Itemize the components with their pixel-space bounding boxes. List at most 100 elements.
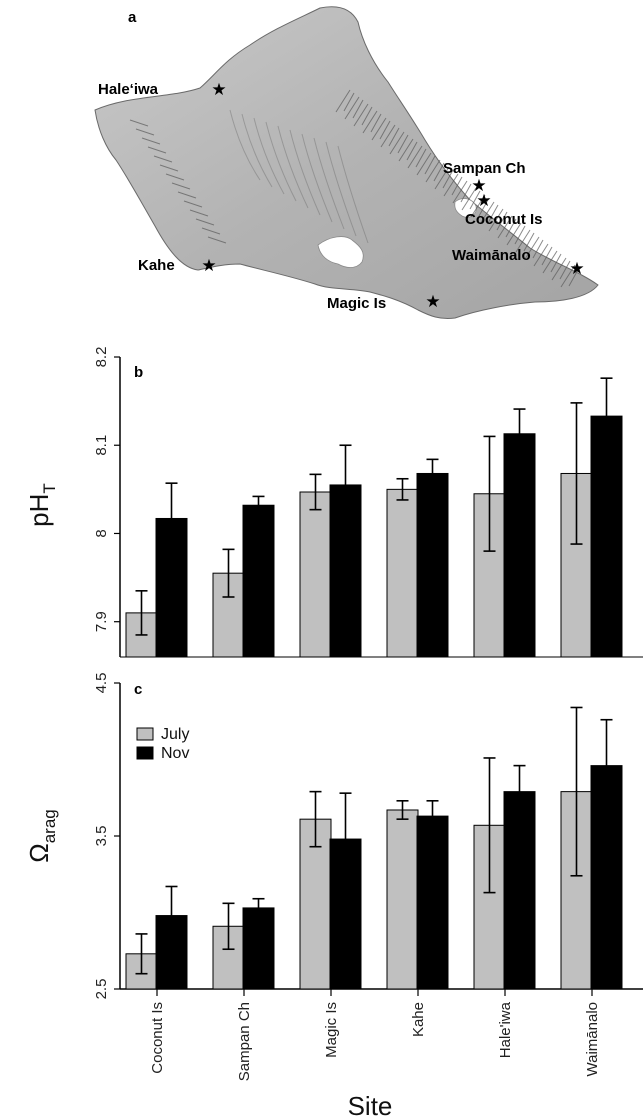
ridge-line: [389, 131, 409, 155]
ridge-line: [524, 236, 544, 260]
ridge-line: [461, 187, 481, 211]
legend: July Nov: [136, 726, 189, 762]
ridge-line: [207, 236, 227, 244]
bar-july: [299, 491, 332, 658]
ridge-line: [344, 96, 364, 120]
ridge-line: [542, 250, 562, 274]
ridge-line: [380, 124, 400, 148]
bar-nov: [329, 484, 362, 658]
ridge-line: [371, 117, 391, 141]
terrain-ridges: [129, 89, 580, 288]
bar-nov: [242, 504, 275, 658]
ridge-line: [153, 155, 173, 163]
omega-bar-chart: c 2.5 3.5 4.5 Coconut Is Sampan Ch Magic Is K…: [24, 673, 643, 1120]
bar-nov: [503, 433, 536, 658]
bar-july: [386, 809, 419, 990]
ridge-line: [183, 200, 203, 208]
ridge-line: [425, 159, 445, 183]
site-label: Waimānalo: [452, 247, 531, 264]
ridge-line: [434, 166, 454, 190]
ridge-line: [129, 119, 149, 127]
y-tick-label: 8.1: [93, 435, 110, 456]
ridge-line: [335, 89, 355, 113]
bar-nov: [590, 415, 623, 658]
ridge-line: [189, 209, 209, 217]
ridge-line: [479, 201, 499, 225]
star-icon: ★: [471, 176, 486, 196]
site-label: Coconut Is: [465, 211, 543, 228]
valley-line: [301, 133, 333, 223]
x-tick-label: Waimānalo: [584, 1002, 601, 1076]
y-axis-title-b: pHT: [24, 483, 59, 527]
valley-line: [265, 121, 297, 202]
site-label: Magic Is: [327, 295, 386, 312]
ph-bar-chart: b 7.9 8 8.1 8.2 pHT: [24, 347, 643, 658]
ridge-line: [362, 110, 382, 134]
bar-july: [386, 488, 419, 658]
ridge-line: [515, 229, 535, 253]
panel-label-c: c: [134, 681, 142, 698]
bars-c: [125, 706, 623, 990]
site-markers: ★Hale‘iwa★Sampan Ch★Coconut Is★Waimānalo…: [98, 80, 585, 312]
ridge-line: [443, 173, 463, 197]
x-tick-label: Coconut Is: [149, 1002, 166, 1074]
legend-label-nov: Nov: [161, 745, 189, 762]
ridge-line: [470, 194, 490, 218]
site-label: Kahe: [138, 257, 175, 274]
valley-line: [313, 137, 345, 230]
x-tick-label: Magic Is: [323, 1002, 340, 1058]
legend-swatch-nov: [136, 746, 154, 760]
x-tick-label: Hale'iwa: [497, 1001, 514, 1058]
ridge-line: [171, 182, 191, 190]
y-axis-title-c-sub: arag: [40, 809, 59, 843]
bar-nov: [242, 907, 275, 990]
ridge-line: [177, 191, 197, 199]
y-tick-label: 4.5: [93, 673, 110, 694]
ridge-line: [353, 103, 373, 127]
star-icon: ★: [201, 256, 216, 276]
x-axis-title-c: Site: [348, 1091, 393, 1120]
ridge-line: [165, 173, 185, 181]
y-tick-label: 2.5: [93, 979, 110, 1000]
y-axis-title-c-main: Ω: [24, 843, 54, 862]
ridge-line: [147, 146, 167, 154]
ridge-line: [497, 215, 517, 239]
legend-label-july: July: [161, 726, 189, 743]
oahu-map-panel: a ★Hale‘iwa★Sampan Ch★Coconut Is★Waimāna…: [94, 6, 599, 319]
star-icon: ★: [476, 191, 491, 211]
ridge-line: [560, 264, 580, 288]
ridge-line: [135, 128, 155, 136]
y-ticks-b: 7.9 8 8.1 8.2: [93, 347, 120, 632]
x-tick-label: Kahe: [410, 1002, 427, 1037]
ridge-line: [533, 243, 553, 267]
ridge-line: [407, 145, 427, 169]
star-icon: ★: [425, 292, 440, 312]
site-label: Hale‘iwa: [98, 81, 159, 98]
x-ticks-c: Coconut Is Sampan Ch Magic Is Kahe Hale'iwa W…: [149, 989, 601, 1081]
pearl-harbor-bay: [317, 236, 364, 268]
ridge-line: [141, 137, 161, 145]
y-tick-label: 3.5: [93, 826, 110, 847]
bar-nov: [416, 815, 449, 990]
panel-label-b: b: [134, 364, 143, 381]
y-tick-label: 8.2: [93, 347, 110, 368]
valley-line: [325, 141, 357, 237]
y-axis-title-b-main: pH: [24, 494, 54, 527]
site-label: Sampan Ch: [443, 160, 526, 177]
valley-line: [253, 117, 285, 195]
ridge-line: [452, 180, 472, 204]
legend-swatch-july: [136, 727, 154, 741]
ridge-line: [398, 138, 418, 162]
valley-line: [337, 145, 369, 244]
star-icon: ★: [211, 80, 226, 100]
ridge-line: [416, 152, 436, 176]
valley-line: [277, 125, 309, 209]
y-axis-title-c: Ωarag: [24, 809, 59, 862]
kaneohe-bay: [454, 198, 477, 218]
oahu-island-shape: [94, 6, 599, 319]
valley-line: [289, 129, 321, 216]
bar-nov: [503, 791, 536, 990]
y-axis-title-b-sub: T: [40, 483, 59, 493]
ridge-line: [506, 222, 526, 246]
